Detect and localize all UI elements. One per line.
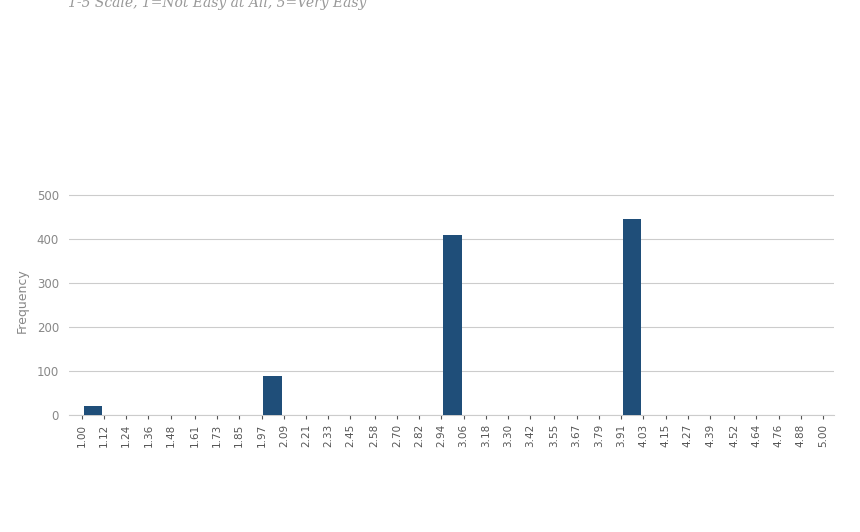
Text: 1-5 Scale, 1=Not Easy at All, 5=Very Easy: 1-5 Scale, 1=Not Easy at All, 5=Very Eas… (68, 0, 366, 10)
Bar (443, 235, 462, 415)
Bar (623, 219, 642, 415)
Bar (83, 406, 102, 415)
Y-axis label: Frequency: Frequency (15, 268, 28, 333)
Bar (263, 376, 282, 415)
